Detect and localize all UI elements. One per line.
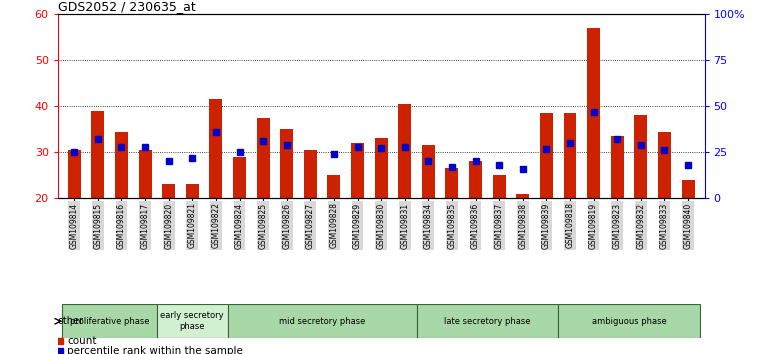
Text: GDS2052 / 230635_at: GDS2052 / 230635_at <box>58 0 196 13</box>
Bar <box>417 304 558 338</box>
Bar <box>681 180 695 198</box>
Text: other: other <box>57 316 83 326</box>
Bar <box>634 115 648 198</box>
Bar <box>469 161 482 198</box>
Text: ambiguous phase: ambiguous phase <box>591 317 666 326</box>
Bar <box>587 28 600 198</box>
Bar <box>658 132 671 198</box>
Text: proliferative phase: proliferative phase <box>70 317 149 326</box>
Bar <box>422 145 435 198</box>
Bar <box>558 304 700 338</box>
Bar <box>62 304 157 338</box>
Text: mid secretory phase: mid secretory phase <box>279 317 365 326</box>
Bar <box>115 132 128 198</box>
Bar <box>186 184 199 198</box>
Text: early secretory
phase: early secretory phase <box>160 311 224 331</box>
Bar <box>157 304 228 338</box>
Bar <box>280 129 293 198</box>
Bar <box>564 113 577 198</box>
Text: late secretory phase: late secretory phase <box>444 317 531 326</box>
Bar <box>351 143 364 198</box>
Bar <box>139 150 152 198</box>
Text: count: count <box>68 336 97 346</box>
Bar <box>446 169 458 198</box>
Bar <box>233 157 246 198</box>
Bar <box>611 136 624 198</box>
Bar <box>327 175 340 198</box>
Bar <box>228 304 417 338</box>
Bar <box>540 113 553 198</box>
Bar <box>375 138 387 198</box>
Bar <box>256 118 270 198</box>
Text: percentile rank within the sample: percentile rank within the sample <box>68 347 243 354</box>
Bar <box>398 104 411 198</box>
Bar <box>304 150 316 198</box>
Bar <box>68 150 81 198</box>
Bar <box>92 111 105 198</box>
Bar <box>209 99 223 198</box>
Bar <box>493 175 506 198</box>
Bar <box>517 194 529 198</box>
Bar <box>162 184 176 198</box>
